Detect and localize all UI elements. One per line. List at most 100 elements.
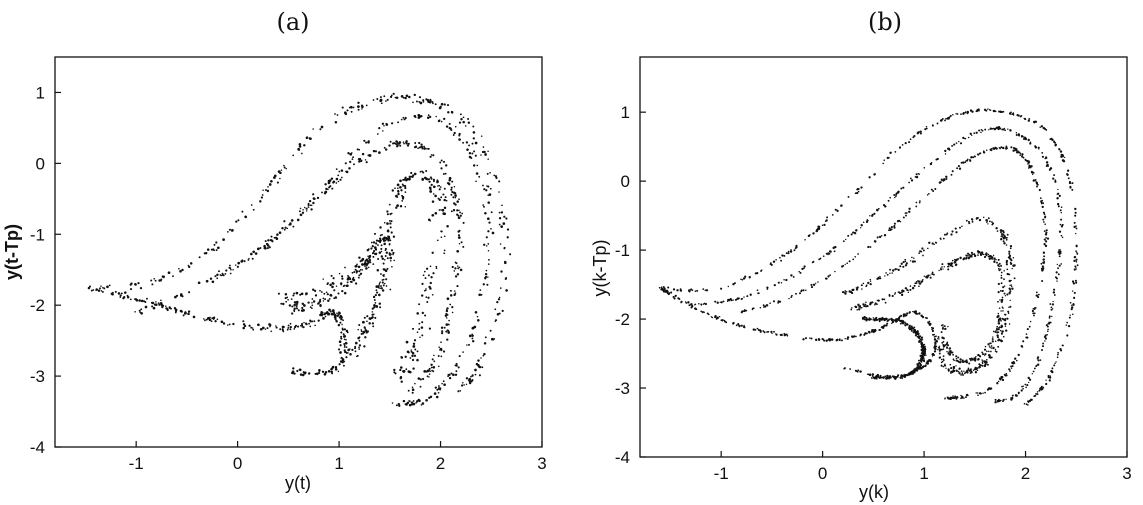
data-point bbox=[871, 214, 874, 217]
data-point bbox=[960, 113, 962, 115]
data-point bbox=[973, 254, 977, 258]
data-point bbox=[869, 318, 872, 321]
data-point bbox=[904, 258, 907, 261]
data-point bbox=[1042, 218, 1045, 221]
data-point bbox=[262, 189, 264, 191]
data-point bbox=[1002, 335, 1005, 338]
data-point bbox=[854, 255, 857, 258]
data-point bbox=[715, 318, 718, 320]
data-point bbox=[419, 385, 422, 388]
data-point bbox=[174, 311, 177, 314]
data-point bbox=[748, 276, 751, 279]
data-point bbox=[1066, 334, 1069, 337]
data-point bbox=[500, 225, 504, 228]
data-point bbox=[875, 208, 879, 212]
data-point bbox=[134, 311, 136, 313]
data-point bbox=[385, 122, 388, 125]
data-point bbox=[942, 268, 944, 270]
data-point bbox=[836, 339, 838, 341]
data-point bbox=[915, 201, 918, 204]
data-point bbox=[422, 99, 425, 102]
data-point bbox=[1075, 281, 1078, 284]
data-point bbox=[743, 309, 746, 312]
data-point bbox=[447, 111, 450, 114]
data-point bbox=[340, 357, 342, 359]
data-point bbox=[934, 347, 937, 351]
data-point bbox=[228, 228, 232, 231]
data-point bbox=[883, 234, 887, 237]
data-point bbox=[850, 308, 853, 311]
x-tick-label: 3 bbox=[537, 454, 546, 473]
data-point bbox=[484, 212, 487, 215]
data-point bbox=[348, 277, 352, 280]
data-point bbox=[990, 350, 992, 353]
data-point bbox=[232, 322, 235, 326]
data-point bbox=[771, 332, 773, 335]
data-point bbox=[940, 119, 943, 122]
data-point bbox=[456, 273, 460, 276]
data-point bbox=[427, 296, 430, 299]
data-point bbox=[243, 260, 246, 263]
data-point bbox=[978, 355, 982, 358]
data-point bbox=[505, 289, 508, 292]
data-point bbox=[364, 159, 367, 161]
data-point bbox=[971, 134, 973, 136]
data-point bbox=[931, 355, 934, 357]
data-point bbox=[895, 195, 897, 198]
data-point bbox=[383, 282, 386, 285]
data-point bbox=[439, 186, 442, 188]
data-point bbox=[292, 154, 295, 157]
data-point bbox=[921, 280, 924, 283]
data-point bbox=[445, 317, 448, 319]
data-point bbox=[408, 403, 412, 407]
data-point bbox=[1061, 236, 1064, 239]
data-point bbox=[421, 321, 424, 324]
data-point bbox=[987, 223, 989, 225]
data-point bbox=[958, 372, 961, 375]
data-point bbox=[1037, 296, 1040, 299]
data-point bbox=[412, 351, 415, 355]
data-point bbox=[989, 127, 992, 130]
data-point bbox=[844, 290, 847, 292]
data-point bbox=[1057, 192, 1060, 195]
data-point bbox=[873, 173, 876, 176]
data-point bbox=[940, 358, 943, 361]
data-point bbox=[920, 338, 923, 341]
data-point bbox=[719, 301, 722, 304]
data-point bbox=[158, 279, 161, 282]
data-point bbox=[351, 348, 354, 352]
data-point bbox=[841, 265, 844, 268]
data-point bbox=[399, 204, 403, 208]
data-point bbox=[918, 201, 921, 204]
data-point bbox=[1027, 404, 1029, 406]
data-point bbox=[965, 258, 967, 260]
panel-a-points bbox=[87, 92, 512, 407]
data-point bbox=[251, 327, 254, 329]
data-point bbox=[910, 179, 914, 182]
data-point bbox=[320, 310, 323, 314]
data-point bbox=[340, 283, 343, 286]
data-point bbox=[303, 144, 306, 147]
data-point bbox=[1030, 165, 1032, 167]
data-point bbox=[404, 206, 407, 208]
data-point bbox=[929, 162, 933, 166]
data-point bbox=[214, 320, 217, 323]
data-point bbox=[856, 286, 859, 289]
data-point bbox=[440, 209, 442, 211]
data-point bbox=[1066, 169, 1070, 172]
x-tick-label: -1 bbox=[714, 464, 729, 483]
data-point bbox=[1008, 368, 1010, 370]
data-point bbox=[1075, 261, 1078, 263]
data-point bbox=[378, 151, 381, 154]
data-point bbox=[397, 187, 399, 190]
data-point bbox=[325, 187, 328, 191]
data-point bbox=[684, 301, 687, 303]
data-point bbox=[298, 142, 302, 146]
data-point bbox=[343, 349, 346, 352]
data-point bbox=[341, 106, 344, 109]
data-point bbox=[499, 243, 502, 245]
data-point bbox=[475, 180, 477, 183]
data-point bbox=[1005, 263, 1008, 266]
data-point bbox=[958, 360, 962, 364]
data-point bbox=[446, 297, 450, 301]
